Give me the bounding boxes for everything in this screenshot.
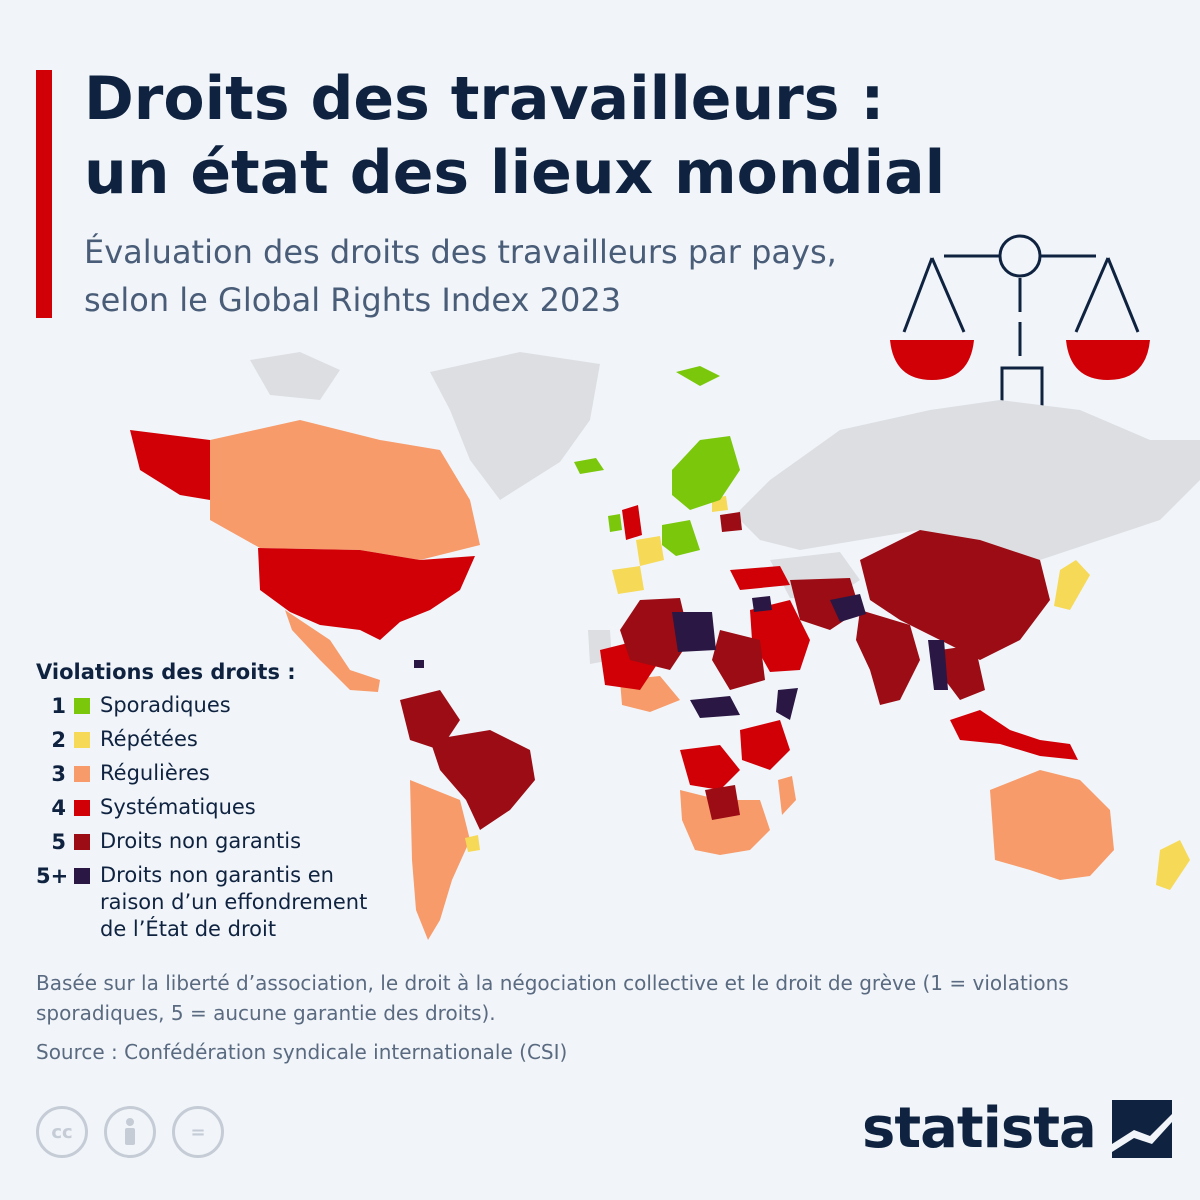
madagascar	[778, 776, 796, 815]
southern-africa	[680, 790, 770, 855]
legend-swatch-systematic	[74, 800, 90, 816]
ireland	[608, 514, 622, 532]
andes-north	[400, 690, 460, 750]
japan	[1054, 560, 1090, 610]
greenland	[430, 352, 600, 500]
central-africa	[680, 745, 740, 790]
legend-label: Régulières	[100, 761, 210, 785]
haiti	[414, 660, 424, 668]
accent-bar	[36, 70, 52, 318]
afghanistan	[830, 594, 866, 622]
legend-level: 5	[51, 830, 66, 854]
indonesia-region	[950, 710, 1078, 760]
china	[860, 530, 1050, 660]
legend-title: Violations des droits :	[36, 660, 296, 684]
legend-level: 2	[51, 728, 66, 752]
cc-icon[interactable]: cc	[36, 1106, 88, 1158]
legend-level: 3	[51, 762, 66, 786]
legend-level: 4	[51, 796, 66, 820]
uruguay	[465, 835, 480, 852]
legend-swatch-no-guarantee	[74, 834, 90, 850]
southeast-asia	[940, 645, 985, 700]
statista-logo-icon	[1111, 1099, 1172, 1158]
legend-label: Répétées	[100, 727, 198, 751]
legend-item: 1 Sporadiques	[36, 692, 396, 726]
legend: Violations des droits : 1 Sporadiques 2 …	[36, 660, 396, 943]
canada	[210, 420, 480, 560]
france	[636, 536, 664, 566]
page-title: Droits des travailleurs : un état des li…	[84, 64, 946, 208]
mexico	[285, 610, 380, 692]
legend-label: Droits non garantis	[100, 829, 302, 853]
attribution-icon[interactable]	[104, 1106, 156, 1158]
legend-item: 5 Droits non garantis	[36, 828, 396, 862]
legend-item: 4 Systématiques	[36, 794, 396, 828]
legend-swatch-repeated	[74, 732, 90, 748]
scandinavia	[672, 436, 740, 510]
legend-item: 3 Régulières	[36, 760, 396, 794]
legend-label: Sporadiques	[100, 693, 231, 717]
sudan	[712, 630, 765, 690]
usa	[258, 548, 475, 640]
myanmar	[928, 640, 948, 690]
southern-cone	[410, 780, 470, 940]
footnote: Basée sur la liberté d’association, le d…	[36, 971, 1069, 1025]
svalbard	[676, 366, 720, 386]
legend-item: 2 Répétées	[36, 726, 396, 760]
somalia	[776, 688, 798, 720]
australia	[990, 770, 1114, 880]
central-europe-green	[662, 520, 700, 556]
turkey	[730, 566, 790, 590]
south-sudan-car	[690, 696, 740, 718]
legend-label: Droits non garantis en raison d’un effon…	[100, 863, 368, 941]
legend-item: 5+ Droits non garantis en raison d’un ef…	[36, 862, 396, 943]
new-zealand	[1156, 840, 1190, 890]
legend-swatch-rule-of-law-collapse	[74, 868, 90, 884]
legend-level: 5+	[36, 864, 69, 888]
world-map	[130, 352, 1200, 940]
north-africa	[620, 598, 690, 670]
belarus	[720, 512, 742, 532]
subtitle: Évaluation des droits des travailleurs p…	[84, 233, 837, 319]
legend-swatch-regular	[74, 766, 90, 782]
legend-level: 1	[51, 694, 66, 718]
india	[856, 610, 920, 705]
uk	[622, 505, 642, 540]
iberia	[612, 566, 644, 594]
syria-yemen	[752, 596, 772, 612]
arabian-peninsula	[750, 600, 810, 672]
license-icons: cc =	[36, 1106, 224, 1158]
statista-logo[interactable]: statista	[862, 1096, 1172, 1161]
russia	[735, 400, 1200, 560]
legend-label: Systématiques	[100, 795, 256, 819]
canada-arctic-islands	[250, 352, 340, 400]
no-derivatives-icon[interactable]: =	[172, 1106, 224, 1158]
alaska	[130, 430, 210, 500]
logo-text: statista	[862, 1096, 1097, 1161]
legend-swatch-sporadic	[74, 698, 90, 714]
source: Source : Confédération syndicale interna…	[36, 1040, 568, 1064]
brazil	[430, 730, 535, 830]
libya	[672, 612, 716, 652]
east-africa	[740, 720, 790, 770]
southern-africa-north	[705, 785, 740, 820]
iceland	[574, 458, 604, 474]
